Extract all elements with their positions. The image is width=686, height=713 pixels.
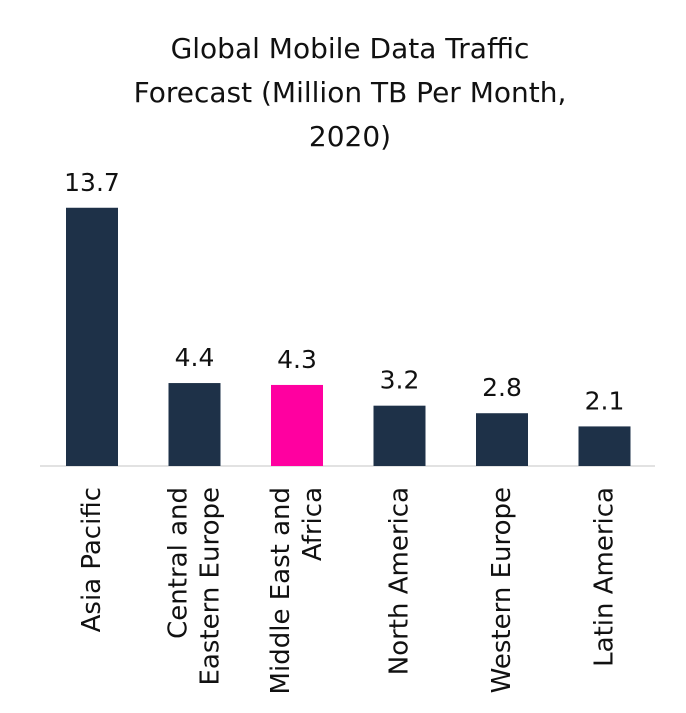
bar [476, 413, 528, 466]
bar [271, 384, 323, 466]
value-label: 2.1 [585, 386, 625, 415]
x-tick-label: Central andEastern Europe [163, 487, 225, 686]
bar [168, 383, 221, 466]
chart-title: Global Mobile Data Traffic Forecast (Mill… [134, 32, 567, 153]
value-label: 4.4 [175, 343, 215, 372]
bar [373, 405, 426, 466]
bar [66, 207, 118, 466]
x-tick-label: Middle East andAfrica [266, 487, 328, 694]
value-label: 4.3 [277, 345, 317, 374]
value-label: 13.7 [64, 168, 120, 197]
value-label: 2.8 [482, 373, 522, 402]
x-tick-label: Western Europe [487, 487, 517, 693]
x-tick-label: North America [384, 487, 414, 675]
bar [578, 426, 631, 466]
x-tick-label: Latin America [589, 487, 619, 667]
x-tick-label: Asia Pacific [77, 487, 107, 632]
value-label: 3.2 [380, 366, 420, 395]
